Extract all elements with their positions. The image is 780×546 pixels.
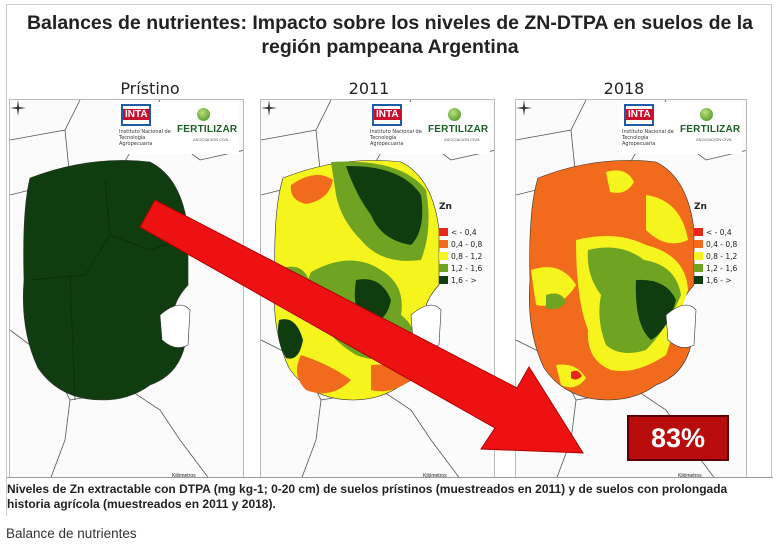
fertilizar-logo: FERTILIZAR (680, 124, 741, 135)
decline-percentage-badge: 83% (627, 415, 729, 461)
fertilizar-logo-icon (448, 108, 461, 121)
inta-logo: INTA (372, 104, 402, 126)
map-2011 (261, 100, 494, 478)
fertilizar-subtitle: ASOCIACION CIVIL (444, 137, 481, 142)
title-line-2: región pampeana Argentina (261, 36, 519, 58)
panel-label-pristino: Prístino (120, 79, 180, 98)
footnote-line-1: Niveles de Zn extractable con DTPA (mg k… (7, 482, 728, 496)
logo-bar: INTA Instituto Nacional de Tecnología Ag… (368, 102, 490, 154)
slide: Balances de nutrientes: Impacto sobre lo… (6, 4, 773, 517)
title-line-1: Balances de nutrientes: Impacto sobre lo… (26, 12, 754, 34)
legend-item: < - 0,4 (439, 226, 482, 238)
map-panel-pristino: INTA Instituto Nacional de Tecnología Ag… (9, 99, 244, 479)
legend-title: Zn (694, 202, 707, 212)
fertilizar-subtitle: ASOCIACION CIVIL (696, 137, 733, 142)
map-panel-2011: INTA Instituto Nacional de Tecnología Ag… (260, 99, 495, 479)
figure-footnote: Niveles de Zn extractable con DTPA (mg k… (7, 477, 773, 517)
logo-bar: INTA Instituto Nacional de Tecnología Ag… (117, 102, 239, 154)
inta-subtitle: Instituto Nacional de Tecnología Agropec… (370, 129, 422, 147)
legend-item: 1,6 - > (439, 274, 482, 286)
inta-logo: INTA (624, 104, 654, 126)
footnote-line-2: historia agrícola (muestreados en 2011 y… (7, 497, 276, 511)
inta-subtitle: Instituto Nacional de Tecnología Agropec… (622, 129, 674, 147)
legend-title: Zn (439, 202, 452, 212)
inta-logo: INTA (121, 104, 151, 126)
north-arrow-icon (516, 100, 532, 116)
pristine-zn-area (22, 160, 189, 401)
legend-item: 0,4 - 0,8 (694, 238, 737, 250)
legend-item: < - 0,4 (694, 226, 737, 238)
zn-legend: Zn < - 0,4 0,4 - 0,8 0,8 - 1,2 1,2 - 1,6… (439, 202, 482, 286)
fertilizar-logo-icon (700, 108, 713, 121)
fertilizar-logo: FERTILIZAR (177, 124, 238, 135)
panel-label-2011: 2011 (348, 79, 390, 98)
north-arrow-icon (261, 100, 277, 116)
panel-label-2018: 2018 (603, 79, 645, 98)
legend-item: 0,4 - 0,8 (439, 238, 482, 250)
slide-title: Balances de nutrientes: Impacto sobre lo… (7, 11, 773, 59)
legend-item: 0,8 - 1,2 (694, 250, 737, 262)
inta-subtitle: Instituto Nacional de Tecnología Agropec… (119, 129, 171, 147)
legend-item: 1,2 - 1,6 (694, 262, 737, 274)
logo-bar: INTA Instituto Nacional de Tecnología Ag… (620, 102, 742, 154)
fertilizar-logo-icon (197, 108, 210, 121)
map-pristino (10, 100, 243, 478)
north-arrow-icon (10, 100, 26, 116)
image-caption: Balance de nutrientes (6, 526, 137, 541)
fertilizar-subtitle: ASOCIACION CIVIL (193, 137, 230, 142)
fertilizar-logo: FERTILIZAR (428, 124, 489, 135)
legend-item: 0,8 - 1,2 (439, 250, 482, 262)
legend-item: 1,2 - 1,6 (439, 262, 482, 274)
zn-legend: Zn < - 0,4 0,4 - 0,8 0,8 - 1,2 1,2 - 1,6… (694, 202, 737, 286)
legend-item: 1,6 - > (694, 274, 737, 286)
